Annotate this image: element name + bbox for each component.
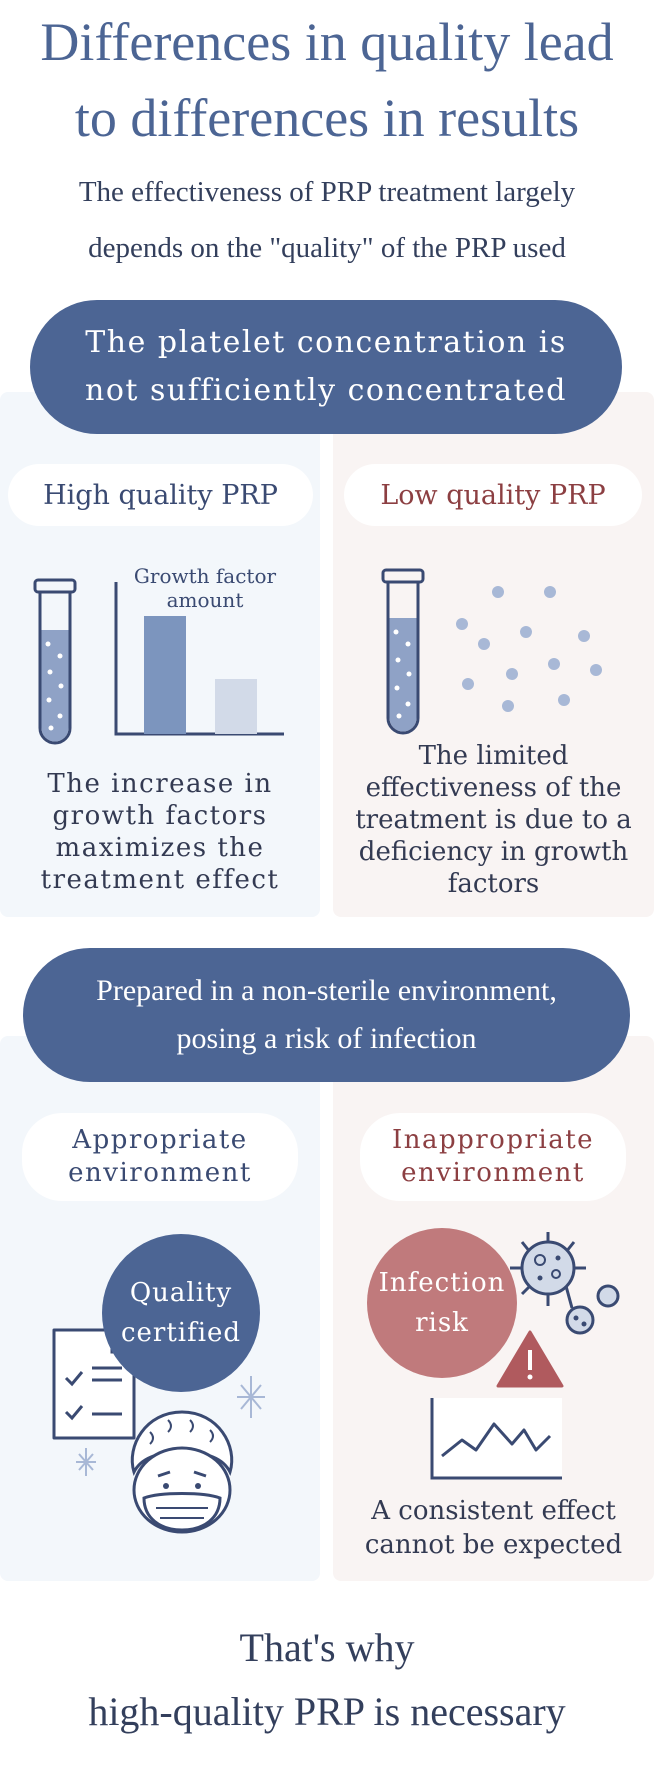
low-quality-label: Low quality PRP — [344, 464, 642, 526]
page-title: Differences in quality lead to differenc… — [40, 12, 614, 148]
growth-factor-chart — [114, 582, 284, 736]
test-tube-full-icon — [33, 578, 77, 745]
chart-label: Growth factor amount — [133, 564, 277, 612]
high-quality-description: The increase in growth factors maximizes… — [40, 769, 280, 895]
high-quality-label: High quality PRP — [8, 464, 313, 526]
warning-icon — [496, 1330, 564, 1388]
infection-risk-badge: Infection risk — [367, 1228, 517, 1378]
closing-statement: That's why high-quality PRP is necessary — [88, 1625, 566, 1734]
sparkle-small-icon — [76, 1448, 96, 1476]
unstable-results-chart-icon — [430, 1398, 562, 1480]
low-quality-description: The limited effectiveness of the treatme… — [355, 741, 632, 899]
inappropriate-env-label: Inappropriate environment — [360, 1113, 626, 1201]
sterile-worker-icon — [130, 1410, 234, 1534]
quality-certified-badge: Quality certified — [102, 1234, 260, 1392]
inconsistent-effect-description: A consistent effect cannot be expected — [364, 1496, 623, 1560]
section1-heading: The platelet concentration is not suffic… — [30, 300, 622, 434]
sparkle-icon — [237, 1376, 265, 1418]
page-subtitle: The effectiveness of PRP treatment large… — [78, 176, 576, 264]
scattered-growth-factors-icon — [456, 586, 602, 712]
test-tube-partial-icon — [381, 568, 425, 735]
appropriate-env-label: Appropriate environment — [22, 1113, 298, 1201]
bar-low — [215, 679, 257, 734]
virus-icon — [510, 1232, 620, 1335]
section2-heading: Prepared in a non-sterile environment, p… — [23, 948, 630, 1082]
bar-high — [144, 616, 186, 734]
